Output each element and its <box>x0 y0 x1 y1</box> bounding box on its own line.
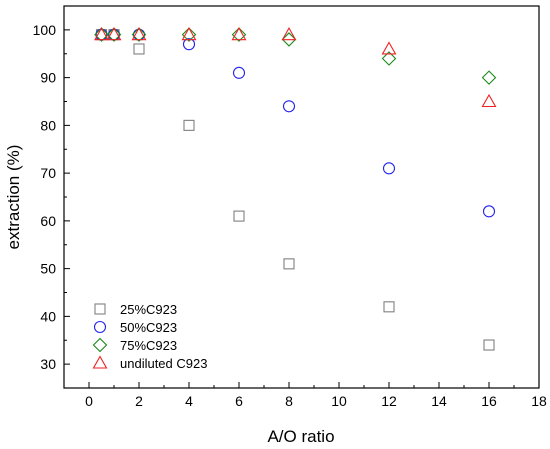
x-tick-label: 10 <box>331 393 347 409</box>
legend-marker-series-1 <box>94 303 106 315</box>
data-point-series-4 <box>181 27 197 41</box>
legend-label-series-1: 25%C923 <box>120 302 177 317</box>
data-point-series-3 <box>181 27 197 42</box>
x-tick-label: 16 <box>481 393 497 409</box>
legend: 25%C923 50%C923 75%C923 undiluted C923 <box>92 302 207 371</box>
data-point-series-3 <box>106 27 122 42</box>
data-point-series-2 <box>382 162 396 175</box>
data-point-series-1 <box>383 301 395 313</box>
x-tick-label: 12 <box>381 393 397 409</box>
data-point-series-4 <box>231 27 247 41</box>
legend-label-series-2: 50%C923 <box>120 320 177 335</box>
legend-marker-series-3 <box>92 337 108 353</box>
x-tick-label: 0 <box>85 393 93 409</box>
x-tick-label: 2 <box>135 393 143 409</box>
x-axis-label: A/O ratio <box>267 427 334 446</box>
x-tick-label: 8 <box>285 393 293 409</box>
x-tick-label: 4 <box>185 393 193 409</box>
data-point-series-3 <box>94 27 109 42</box>
data-points <box>94 27 497 351</box>
y-axis-label: extraction (%) <box>4 145 23 250</box>
legend-marker-series-4 <box>92 355 108 369</box>
data-point-series-2 <box>282 100 296 113</box>
legend-label-series-3: 75%C923 <box>120 338 177 353</box>
y-tick-label: 80 <box>40 117 56 133</box>
data-point-series-3 <box>381 51 397 66</box>
data-point-series-4 <box>94 27 109 41</box>
data-point-series-1 <box>483 339 495 351</box>
data-point-series-3 <box>131 27 147 42</box>
y-tick-label: 100 <box>33 22 57 38</box>
data-point-series-4 <box>106 27 122 41</box>
data-point-series-2 <box>182 38 196 51</box>
data-point-series-2 <box>482 205 496 218</box>
legend-marker-series-2 <box>93 320 107 334</box>
data-point-series-1 <box>233 210 245 222</box>
y-tick-label: 40 <box>40 308 56 324</box>
axis-ticks: 0 2 4 6 8 10 12 14 16 18 30 40 50 60 70 80 90 100 <box>33 5 547 409</box>
data-point-series-1 <box>133 43 145 55</box>
y-tick-label: 30 <box>40 356 56 372</box>
data-point-series-4 <box>481 93 497 108</box>
x-tick-label: 14 <box>431 393 447 409</box>
data-point-series-1 <box>183 119 195 131</box>
y-tick-label: 50 <box>40 261 56 277</box>
y-tick-label: 70 <box>40 165 56 181</box>
y-tick-label: 90 <box>40 70 56 86</box>
x-tick-label: 6 <box>235 393 243 409</box>
legend-label-series-4: undiluted C923 <box>120 356 207 371</box>
data-point-series-3 <box>281 32 297 47</box>
data-point-series-2 <box>232 66 246 79</box>
data-point-series-4 <box>381 41 397 55</box>
data-point-series-4 <box>131 27 147 41</box>
data-point-series-3 <box>481 70 497 85</box>
data-point-series-1 <box>283 258 295 270</box>
data-point-series-3 <box>231 27 247 42</box>
data-point-series-4 <box>281 27 297 41</box>
y-tick-label: 60 <box>40 213 56 229</box>
x-tick-label: 18 <box>531 393 547 409</box>
